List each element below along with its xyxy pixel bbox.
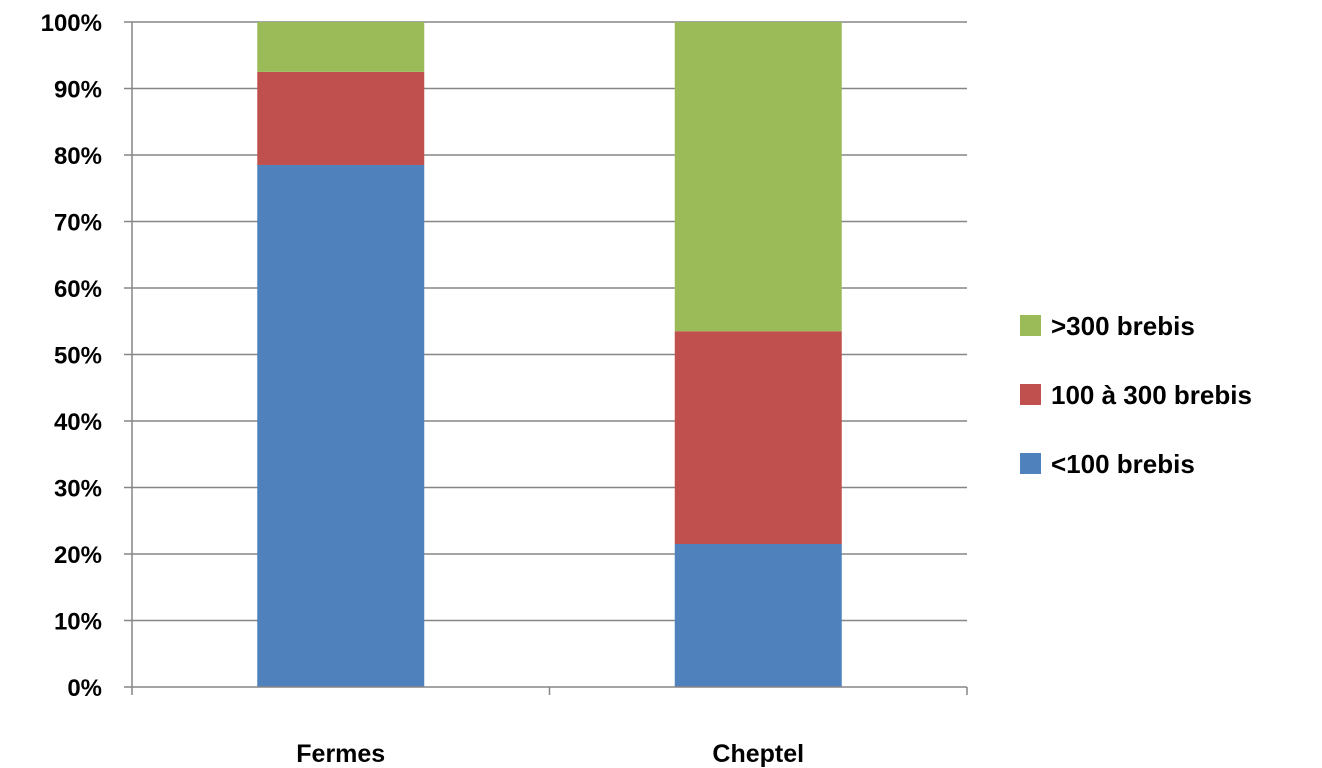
y-tick-label: 90% — [54, 77, 102, 104]
legend-label: <100 brebis — [1051, 449, 1195, 479]
bar-segment-fermes-series-1 — [257, 71, 425, 165]
bars — [257, 22, 842, 688]
y-tick-label: 70% — [54, 210, 102, 237]
legend-label: 100 à 300 brebis — [1051, 380, 1252, 410]
legend-swatch — [1020, 315, 1041, 336]
bar-segment-fermes-series-2 — [257, 22, 425, 72]
legend-swatch — [1020, 384, 1041, 405]
y-tick-label: 40% — [54, 409, 102, 436]
y-tick-label: 50% — [54, 343, 102, 370]
x-category-labels: Fermes Cheptel — [296, 740, 804, 768]
y-tick-label: 20% — [54, 542, 102, 569]
bar-segment-fermes-series-0 — [257, 164, 425, 688]
y-tick-label: 80% — [54, 143, 102, 170]
legend: >300 brebis 100 à 300 brebis <100 brebis — [1020, 311, 1252, 479]
x-category-label: Cheptel — [712, 740, 804, 768]
y-tick-label: 10% — [54, 609, 102, 636]
y-tick-label: 60% — [54, 276, 102, 303]
bar-segment-cheptel-series-2 — [674, 22, 842, 332]
y-tick-label: 30% — [54, 476, 102, 503]
bar-segment-cheptel-series-1 — [674, 331, 842, 545]
y-tick-label: 0% — [67, 675, 102, 702]
y-tick-labels: 0% 10% 20% 30% 40% 50% 60% 70% 80% 90% 100% — [41, 10, 102, 702]
legend-swatch — [1020, 453, 1041, 474]
y-tick-label: 100% — [41, 10, 102, 37]
legend-label: >300 brebis — [1051, 311, 1195, 341]
bar-segment-cheptel-series-0 — [674, 544, 842, 687]
x-category-label: Fermes — [296, 740, 385, 768]
axes — [124, 21, 968, 695]
